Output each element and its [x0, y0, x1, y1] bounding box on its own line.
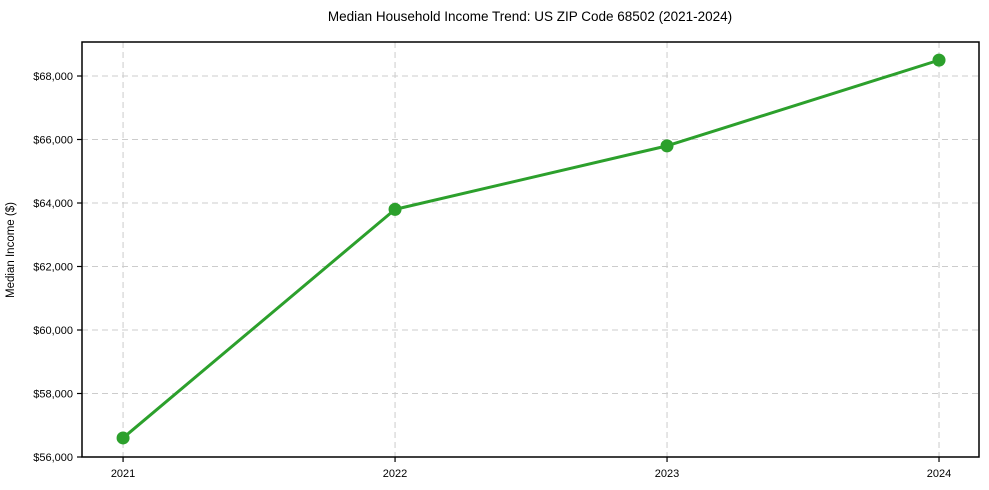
axis-ticks [77, 75, 940, 462]
y-tick-label: $56,000 [33, 452, 73, 464]
data-series [116, 53, 946, 445]
y-axis-label: Median Income ($) [5, 202, 17, 298]
x-tick-label: 2023 [655, 468, 679, 480]
y-tick-label: $58,000 [33, 389, 73, 401]
y-tick-label: $66,000 [33, 135, 73, 147]
y-tick-label: $64,000 [33, 198, 73, 210]
y-tick-label: $62,000 [33, 262, 73, 274]
x-tick-label: 2021 [111, 468, 135, 480]
data-point [388, 202, 402, 216]
axis-tick-labels: 2021 2022 2023 2024 $56,000 $58,000 $60,000 $62… [33, 71, 951, 480]
y-tick-label: $60,000 [33, 325, 73, 337]
x-tick-label: 2024 [927, 468, 951, 480]
data-point [116, 431, 130, 445]
y-tick-label: $68,000 [33, 71, 73, 83]
trend-line [121, 58, 941, 440]
chart-title: Median Household Income Trend: US ZIP Co… [328, 9, 732, 24]
data-point [660, 139, 674, 153]
x-tick-label: 2022 [383, 468, 407, 480]
plot-border [81, 41, 980, 458]
data-point [932, 53, 946, 67]
grid-lines [82, 42, 979, 458]
